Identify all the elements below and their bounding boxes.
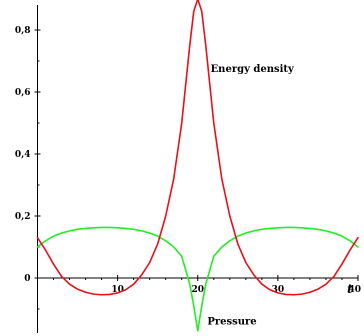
- y-tick-label: 0,2: [15, 212, 31, 222]
- y-tick-label: 0,4: [15, 150, 31, 160]
- y-tick-label: 0,6: [15, 88, 31, 98]
- x-tick-label: 10: [111, 285, 124, 295]
- series-layer: [36, 0, 359, 332]
- pressure-series-line: [36, 226, 359, 332]
- energy-density-series-line: [36, 0, 359, 296]
- x-tick-label: 30: [272, 285, 285, 295]
- y-tick-label: 0,8: [15, 26, 31, 36]
- axes: 0 0,2 0,4 0,6 0,8 10 20 30 40: [15, 5, 361, 333]
- x-tick-label-end: 40: [348, 285, 361, 295]
- y-tick-label: 0: [24, 274, 30, 284]
- energy-density-label: Energy density: [211, 64, 295, 75]
- labels-layer: Energy density Pressure: [207, 64, 295, 328]
- pressure-label: Pressure: [207, 317, 256, 328]
- x-tick-label: 20: [191, 285, 204, 295]
- x-axis-title: t: [347, 282, 353, 296]
